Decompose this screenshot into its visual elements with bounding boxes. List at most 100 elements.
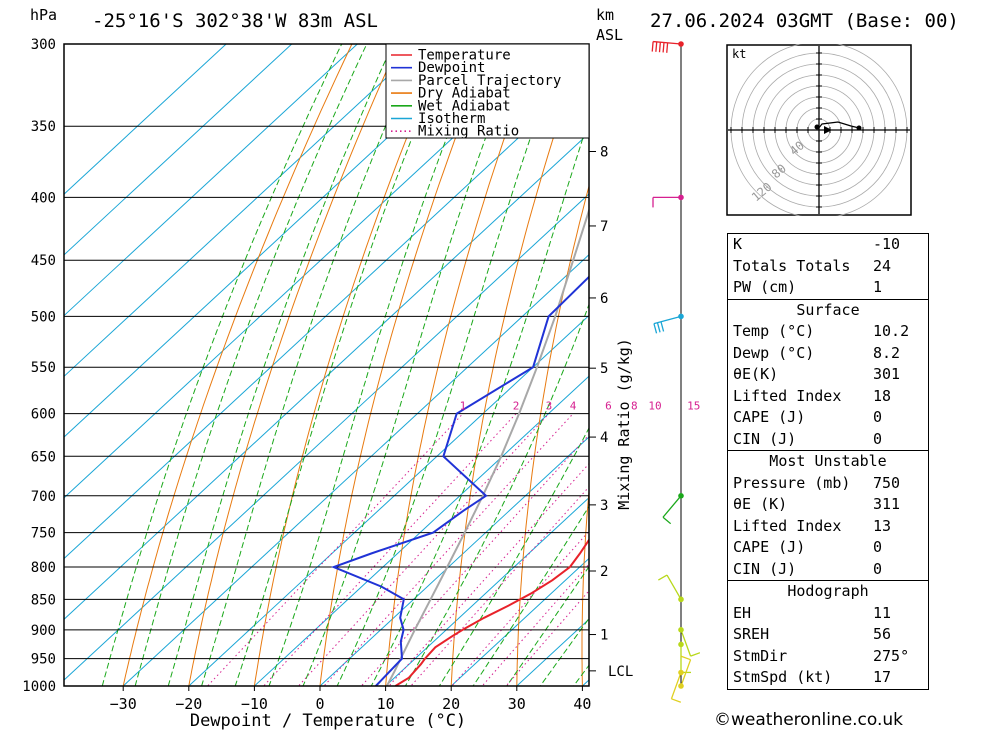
wind-barb — [680, 629, 700, 657]
wind-barb — [653, 315, 682, 334]
x-tick-label: −10 — [241, 695, 268, 713]
mixing-ratio-label: 2 — [513, 400, 520, 413]
index-value: 56 — [873, 625, 892, 643]
mixing-ratio-line — [410, 486, 589, 686]
index-label: StmSpd (kt) — [733, 668, 833, 686]
temperature-line — [394, 538, 589, 686]
legend-item: Wet Adiabat — [418, 98, 511, 114]
index-label: Lifted Index — [733, 386, 842, 405]
index-value: 24 — [873, 256, 892, 275]
pressure-tick-label: 750 — [31, 526, 56, 542]
asl-unit-label: ASL — [596, 26, 624, 44]
mixing-ratio-label: 10 — [648, 400, 661, 413]
index-row: Dewp (°C) 8.2 — [728, 343, 928, 365]
index-label: CAPE (J) — [733, 538, 806, 556]
index-value: 275° — [873, 646, 910, 665]
mixing-ratio-label: 6 — [605, 400, 612, 413]
legend-item: Isotherm — [418, 111, 485, 127]
pressure-tick-label: 300 — [31, 37, 56, 53]
isotherm-line — [122, 254, 589, 686]
parcel-trajectory-line — [386, 207, 589, 686]
wind-barb — [652, 196, 681, 208]
legend-item: Mixing Ratio — [418, 124, 519, 140]
mixing-ratio-line — [263, 413, 517, 686]
index-label: StmDir — [733, 646, 788, 665]
km-tick-label: 2 — [600, 564, 608, 580]
hodograph-point — [814, 124, 820, 130]
index-row: SREH 56 — [728, 624, 928, 646]
index-value: 0 — [873, 429, 883, 448]
mixing-ratio-line — [451, 530, 589, 686]
km-tick-label: 5 — [600, 361, 608, 377]
km-tick-label: 1 — [600, 628, 608, 644]
wet-adiabat-line — [438, 427, 589, 686]
wind-barb — [662, 495, 682, 525]
index-row: K -10 — [728, 234, 928, 256]
isotherm-line — [64, 44, 227, 195]
pressure-tick-label: 650 — [31, 449, 56, 465]
index-row: EH 11 — [728, 603, 928, 625]
x-tick-label: 30 — [508, 695, 526, 713]
index-row: Lifted Index 18 — [728, 386, 928, 408]
hodograph-trace — [817, 121, 860, 130]
wind-barb — [658, 574, 682, 600]
legend-item: Parcel Trajectory — [418, 73, 561, 89]
pressure-tick-label: 900 — [31, 623, 56, 639]
x-tick-label: 0 — [315, 695, 324, 713]
index-row: θE (K) 311 — [728, 494, 928, 516]
mixing-ratio-label: 4 — [570, 400, 577, 413]
surface-title: Surface — [728, 298, 928, 322]
index-label: K — [733, 235, 743, 253]
legend-item: Temperature — [418, 48, 511, 64]
index-row: Totals Totals 24 — [728, 256, 928, 278]
legend-item: Dewpoint — [418, 60, 485, 76]
index-value: 311 — [873, 495, 901, 513]
most-unstable-title: Most Unstable — [728, 450, 928, 473]
indices-panel: K -10 Totals Totals 24 PW (cm) 1 Surface Temp… — [727, 233, 929, 690]
x-tick-label: −20 — [175, 695, 202, 713]
index-row: Lifted Index 13 — [728, 516, 928, 538]
index-label: Totals Totals — [733, 256, 851, 275]
hodograph-title: Hodograph — [728, 580, 928, 603]
x-tick-label: 40 — [573, 695, 591, 713]
index-row: Pressure (mb) 750 — [728, 473, 928, 495]
mixing-ratio-label: 8 — [631, 400, 638, 413]
index-value: 1 — [873, 278, 883, 296]
footer-credit[interactable]: ©weatheronline.co.uk — [714, 710, 904, 730]
wind-barb — [651, 40, 682, 53]
index-value: 0 — [873, 559, 883, 578]
pressure-tick-label: 550 — [31, 360, 56, 376]
index-label: CAPE (J) — [733, 408, 806, 426]
index-value: 10.2 — [873, 322, 910, 340]
km-tick-label: 6 — [600, 291, 608, 307]
index-label: Temp (°C) — [733, 322, 815, 340]
skew-t-chart: 3003504004505005506006507007508008509009… — [22, 37, 700, 731]
index-label: Dewp (°C) — [733, 343, 815, 362]
pressure-tick-label: 600 — [31, 407, 56, 423]
pressure-tick-label: 350 — [31, 119, 56, 135]
index-row: Temp (°C) 10.2 — [728, 321, 928, 343]
index-value: 8.2 — [873, 343, 901, 362]
lcl-label: LCL — [608, 664, 633, 680]
index-label: CIN (J) — [733, 559, 797, 578]
index-label: θE(K) — [733, 365, 779, 383]
storm-motion-marker — [824, 126, 832, 134]
wet-adiabat-line — [472, 505, 589, 686]
datetime-title: 27.06.2024 03GMT (Base: 00) — [650, 10, 959, 32]
km-tick-label: 3 — [600, 498, 608, 514]
x-tick-label: −30 — [110, 695, 137, 713]
pressure-tick-label: 500 — [31, 309, 56, 325]
hpa-unit-label: hPa — [30, 6, 58, 24]
km-unit-label: km — [596, 6, 615, 24]
index-value: 11 — [873, 603, 892, 622]
pressure-tick-label: 400 — [31, 190, 56, 206]
index-value: 0 — [873, 538, 883, 556]
index-label: SREH — [733, 625, 770, 643]
wind-barb — [670, 672, 682, 703]
isotherm-line — [253, 375, 589, 686]
index-label: Pressure (mb) — [733, 473, 851, 492]
pressure-tick-label: 950 — [31, 652, 56, 668]
index-value: 301 — [873, 365, 901, 383]
x-tick-label: 10 — [377, 695, 395, 713]
km-tick-label: 7 — [600, 219, 608, 235]
